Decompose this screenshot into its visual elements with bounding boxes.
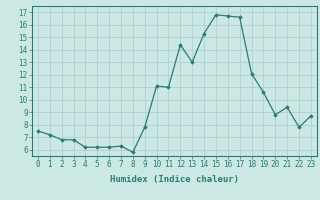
X-axis label: Humidex (Indice chaleur): Humidex (Indice chaleur)	[110, 175, 239, 184]
